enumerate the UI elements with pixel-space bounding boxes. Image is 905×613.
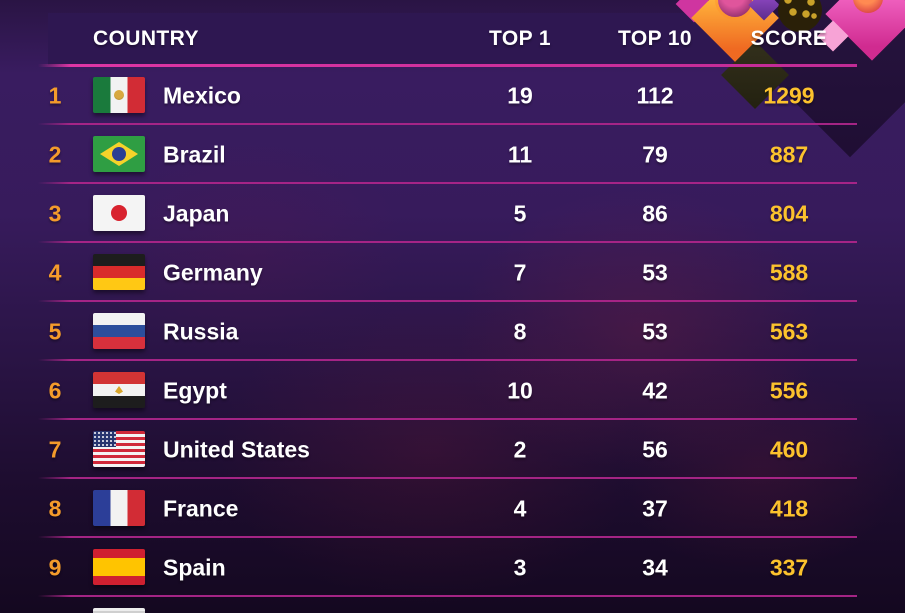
score-value: 418 [769, 495, 809, 521]
rank-number: 9 [48, 554, 62, 580]
score-value: 337 [769, 554, 809, 580]
flag-russia [93, 313, 145, 349]
top10-value: 53 [642, 259, 668, 285]
rank-number: 3 [48, 200, 62, 226]
table-row: 7 United States 2 56 460 [0, 420, 905, 479]
header-separator [38, 64, 857, 67]
top1-value: 19 [507, 82, 533, 108]
row-separator [38, 359, 857, 361]
table-row: 5 Russia 8 53 563 [0, 302, 905, 361]
top10-value: 37 [642, 495, 668, 521]
score-value: 804 [769, 200, 809, 226]
rank-number: 5 [48, 318, 62, 344]
table-row: 8 France 4 37 418 [0, 479, 905, 538]
column-header-top10: TOP 10 [617, 27, 692, 50]
row-separator [38, 418, 857, 420]
score-value: 1299 [763, 82, 815, 108]
score-value: 588 [769, 259, 809, 285]
top10-value: 86 [642, 200, 668, 226]
row-separator [38, 182, 857, 184]
score-value: 556 [769, 377, 809, 403]
column-header-country: COUNTRY [93, 27, 199, 50]
country-name: Russia [163, 318, 239, 344]
country-name: Egypt [163, 377, 227, 403]
red-knob-icon [853, 0, 883, 13]
flag-partial [93, 608, 145, 613]
table-row: 9 Spain 3 34 337 [0, 538, 905, 597]
table-row: 2 Brazil 11 79 887 [0, 125, 905, 184]
top1-value: 4 [513, 495, 527, 521]
top1-value: 7 [513, 259, 527, 285]
rank-number: 2 [48, 141, 62, 167]
score-value: 460 [769, 436, 809, 462]
table-row: 1 Mexico 19 112 1299 [0, 66, 905, 125]
top10-value: 79 [642, 141, 668, 167]
top10-value: 53 [642, 318, 668, 344]
column-header-score: SCORE [750, 27, 828, 50]
rank-number: 4 [48, 259, 62, 285]
row-separator [38, 241, 857, 243]
flag-japan [93, 195, 145, 231]
country-name: Mexico [163, 82, 241, 108]
top1-value: 11 [507, 141, 533, 167]
top10-value: 42 [642, 377, 668, 403]
country-name: Brazil [163, 141, 226, 167]
rank-number: 1 [48, 82, 62, 108]
rank-number: 8 [48, 495, 62, 521]
flag-spain [93, 549, 145, 585]
flag-brazil [93, 136, 145, 172]
top10-value: 56 [642, 436, 668, 462]
score-value: 887 [769, 141, 809, 167]
row-separator [38, 300, 857, 302]
row-separator [38, 595, 857, 597]
row-separator [38, 123, 857, 125]
flag-mexico [93, 77, 145, 113]
table-row-partial [0, 602, 905, 613]
country-name: Japan [163, 200, 230, 226]
flag-egypt [93, 372, 145, 408]
country-name: Spain [163, 554, 226, 580]
top1-value: 5 [513, 200, 527, 226]
top1-value: 3 [513, 554, 527, 580]
top1-value: 8 [513, 318, 527, 344]
country-name: France [163, 495, 239, 521]
flag-france [93, 490, 145, 526]
top10-value: 34 [642, 554, 668, 580]
table-row: 3 Japan 5 86 804 [0, 184, 905, 243]
top1-value: 10 [507, 377, 533, 403]
row-separator [38, 536, 857, 538]
column-header-top1: TOP 1 [489, 27, 551, 50]
table-row: 6 Egypt 10 42 556 [0, 361, 905, 420]
score-value: 563 [769, 318, 809, 344]
country-name: United States [163, 436, 310, 462]
top10-value: 112 [636, 82, 674, 108]
rank-number: 7 [48, 436, 62, 462]
table-row: 4 Germany 7 53 588 [0, 243, 905, 302]
country-name: Germany [163, 259, 263, 285]
row-separator [38, 477, 857, 479]
flag-germany [93, 254, 145, 290]
rank-number: 6 [48, 377, 62, 403]
top1-value: 2 [513, 436, 527, 462]
flag-usa [93, 431, 145, 467]
